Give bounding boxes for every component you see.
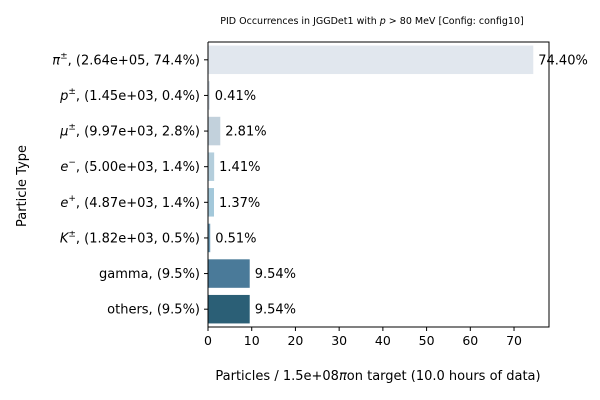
y-axis: π±, (2.64e+05, 74.4%)p±, (1.45e+03, 0.4%… <box>52 51 208 318</box>
category-label-5: K±, (1.82e+03, 0.5%) <box>60 229 200 246</box>
value-label-7: 9.54% <box>255 303 296 318</box>
category-symbol-2: μ <box>59 125 68 140</box>
value-label-5: 0.51% <box>215 231 256 246</box>
category-detail-6: gamma, (9.5%) <box>99 267 200 282</box>
category-symbol-5: K <box>60 231 70 246</box>
y-axis-label: Particle Type <box>15 145 30 227</box>
category-detail-4: , (4.87e+03, 1.4%) <box>76 196 200 211</box>
bar-3 <box>208 152 215 181</box>
category-detail-2: , (9.97e+03, 2.8%) <box>76 125 200 140</box>
x-tick-label-2: 20 <box>287 333 303 348</box>
category-charge-3: − <box>68 158 76 168</box>
category-label-3: e−, (5.00e+03, 1.4%) <box>60 158 200 175</box>
category-symbol-4: e <box>60 196 68 211</box>
x-tick-label-3: 30 <box>331 333 347 348</box>
bar-6 <box>208 259 250 288</box>
bar-2 <box>208 116 221 146</box>
category-symbol-3: e <box>60 160 68 175</box>
x-axis-label-pi: π <box>339 369 347 384</box>
x-tick-label-6: 60 <box>462 333 478 348</box>
category-detail-5: , (1.82e+03, 0.5%) <box>76 231 200 246</box>
category-label-0: π±, (2.64e+05, 74.4%) <box>52 51 200 68</box>
plot-area: 74.40% 0.41% 2.81% 1.41% 1.37% 0.51% 9.54% 9.54… <box>207 41 588 328</box>
category-charge-1: ± <box>68 87 76 97</box>
x-tick-label-7: 70 <box>506 333 522 348</box>
category-label-4: e+, (4.87e+03, 1.4%) <box>60 194 200 211</box>
bar-4 <box>208 188 214 217</box>
value-label-4: 1.37% <box>219 196 260 211</box>
value-label-3: 1.41% <box>219 160 260 175</box>
x-axis: 0 10 20 30 40 50 60 70 <box>204 327 522 348</box>
axes-frame <box>207 41 550 328</box>
value-label-2: 2.81% <box>225 125 266 140</box>
x-tick-label-5: 50 <box>419 333 435 348</box>
category-charge-4: + <box>68 194 76 204</box>
x-axis-label: Particles / 1.5e+08πon target (10.0 hour… <box>215 369 540 384</box>
category-detail-3: , (5.00e+03, 1.4%) <box>76 160 200 175</box>
chart-title-suffix: > 80 MeV [Config: config10] <box>386 16 524 27</box>
category-charge-0: ± <box>60 51 68 61</box>
category-label-2: μ±, (9.97e+03, 2.8%) <box>59 123 200 140</box>
x-tick-label-4: 40 <box>375 333 391 348</box>
category-detail-7: others, (9.5%) <box>107 303 200 318</box>
value-label-0: 74.40% <box>538 53 588 68</box>
category-label-7: others, (9.5%) <box>107 303 200 318</box>
bar-0 <box>208 45 534 75</box>
chart-title: PID Occurrences in JGGDet1 with p > 80 M… <box>220 16 523 27</box>
value-label-1: 0.41% <box>215 89 256 104</box>
x-axis-label-prefix: Particles / 1.5e+08 <box>215 369 339 384</box>
x-axis-label-suffix: on target (10.0 hours of data) <box>347 369 541 384</box>
category-detail-1: , (1.45e+03, 0.4%) <box>76 89 200 104</box>
chart-title-prefix: PID Occurrences in JGGDet1 with <box>220 16 379 27</box>
bar-1 <box>208 81 210 110</box>
value-label-6: 9.54% <box>255 267 296 282</box>
category-symbol-0: π <box>52 53 60 68</box>
category-detail-0: , (2.64e+05, 74.4%) <box>68 53 200 68</box>
category-charge-2: ± <box>68 123 76 133</box>
category-symbol-1: p <box>59 89 68 104</box>
bar-5 <box>208 223 211 253</box>
x-tick-label-1: 10 <box>244 333 260 348</box>
bar-7 <box>208 294 250 324</box>
category-label-6: gamma, (9.5%) <box>99 267 200 282</box>
x-tick-label-0: 0 <box>204 333 212 348</box>
category-charge-5: ± <box>68 229 76 239</box>
chart-title-variable: p <box>379 16 386 27</box>
category-label-1: p±, (1.45e+03, 0.4%) <box>59 87 200 104</box>
